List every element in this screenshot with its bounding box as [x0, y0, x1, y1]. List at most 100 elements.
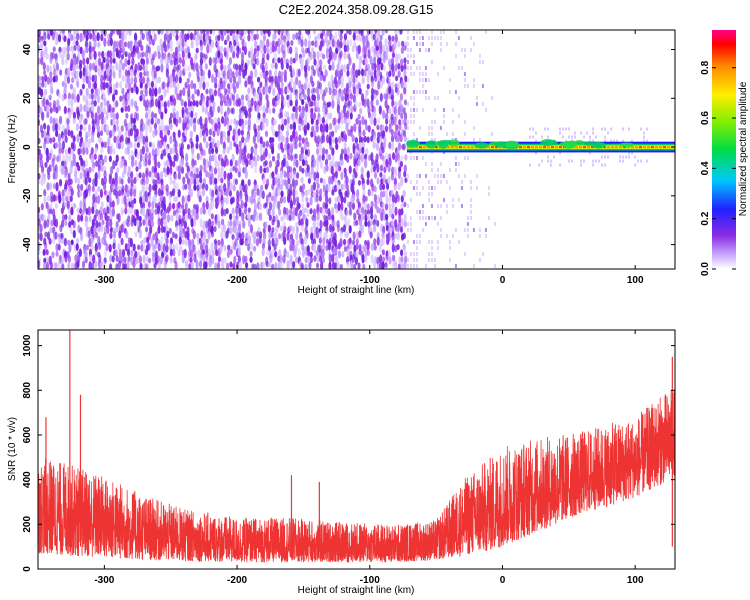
heatmap-cell	[79, 141, 83, 148]
heatmap-cell	[345, 231, 349, 238]
heatmap-cell	[144, 213, 148, 221]
heatmap-cell	[83, 202, 87, 212]
heatmap-cell	[318, 194, 322, 202]
y-tick-label: 40	[22, 44, 33, 56]
heatmap-cell	[448, 168, 451, 172]
heatmap-cell	[150, 220, 155, 228]
heatmap-cell	[126, 92, 130, 102]
heatmap-cell	[49, 76, 53, 84]
heatmap-cell	[199, 129, 203, 138]
heatmap-cell	[279, 76, 283, 83]
heatmap-cell	[454, 228, 457, 232]
heatmap-cell	[255, 33, 259, 40]
heatmap-cell	[445, 180, 448, 184]
heatmap-cell	[379, 164, 384, 172]
heatmap-cell	[401, 40, 405, 47]
heatmap-cell	[67, 239, 71, 246]
heatmap-cell	[150, 117, 154, 125]
heatmap-cell	[97, 67, 101, 77]
heatmap-cell	[289, 243, 293, 252]
heatmap-cell	[340, 159, 344, 166]
heatmap-cell	[346, 70, 350, 77]
heatmap-cell	[117, 142, 122, 150]
heatmap-cell	[409, 108, 412, 112]
heatmap-cell	[427, 48, 430, 52]
heatmap-cell	[400, 203, 404, 210]
heatmap-cell	[316, 211, 320, 221]
heatmap-cell	[309, 52, 313, 61]
heatmap-cell	[379, 190, 384, 199]
heatmap-cell	[619, 142, 635, 148]
heatmap-cell	[42, 97, 46, 107]
heatmap-cell	[334, 160, 338, 169]
heatmap-cell	[67, 172, 71, 181]
heatmap-cell	[44, 242, 48, 251]
heatmap-cell	[379, 92, 383, 102]
heatmap-cell	[398, 122, 402, 131]
heatmap-cell	[208, 146, 212, 155]
heatmap-cell	[201, 129, 206, 137]
heatmap-cell	[157, 262, 161, 269]
heatmap-cell	[141, 33, 145, 41]
heatmap-cell	[217, 220, 221, 229]
heatmap-cell	[448, 240, 451, 244]
heatmap-cell	[64, 201, 68, 208]
heatmap-cell	[250, 50, 254, 59]
heatmap-cell	[439, 216, 442, 220]
heatmap-cell	[54, 203, 58, 209]
heatmap-cell	[187, 83, 191, 90]
heatmap-cell	[451, 204, 454, 208]
heatmap-cell	[187, 170, 191, 178]
heatmap-cell	[171, 231, 176, 239]
heatmap-cell	[88, 261, 92, 269]
heatmap-cell	[375, 142, 380, 151]
heatmap-cell	[436, 204, 439, 208]
heatmap-cell	[138, 255, 142, 264]
heatmap-cell	[177, 201, 181, 209]
heatmap-cell	[144, 184, 149, 192]
heatmap-cell	[267, 239, 271, 247]
snr-line	[38, 387, 675, 563]
heatmap-cell	[374, 75, 378, 82]
heatmap-cell	[315, 220, 320, 228]
heatmap-cell	[316, 255, 320, 263]
heatmap-cell	[130, 149, 134, 156]
heatmap-cell	[424, 90, 427, 94]
heatmap-cell	[181, 231, 185, 239]
heatmap-cell	[141, 122, 146, 132]
heatmap-cell	[241, 212, 245, 222]
heatmap-cell	[384, 203, 389, 211]
heatmap-cell	[391, 166, 395, 175]
heatmap-cell	[141, 207, 146, 217]
heatmap-cell	[282, 136, 286, 142]
heatmap-cell	[235, 81, 240, 89]
heatmap-cell	[475, 96, 478, 100]
heatmap-cell	[450, 146, 454, 148]
heatmap-cell	[451, 120, 454, 124]
heatmap-cell	[466, 222, 469, 226]
heatmap-cell	[84, 177, 88, 186]
heatmap-cell	[370, 243, 375, 251]
heatmap-cell	[93, 30, 98, 35]
heatmap-cell	[51, 51, 55, 60]
heatmap-cell	[128, 82, 132, 92]
heatmap-cell	[472, 78, 475, 82]
heatmap-cell	[81, 208, 85, 216]
heatmap-cell	[309, 208, 313, 215]
heatmap-cell	[211, 73, 215, 84]
heatmap-cell	[371, 45, 375, 54]
heatmap-cell	[212, 100, 216, 108]
heatmap-cell	[57, 124, 61, 132]
heatmap-cell	[148, 219, 152, 227]
heatmap-cell	[272, 129, 276, 137]
heatmap-cell	[38, 172, 41, 180]
heatmap-cell	[354, 256, 359, 265]
heatmap-cell	[247, 212, 251, 221]
heatmap-cell	[268, 261, 272, 268]
heatmap-cell	[223, 64, 227, 72]
heatmap-cell	[282, 50, 286, 59]
heatmap-cell	[327, 183, 331, 193]
heatmap-cell	[400, 176, 404, 187]
heatmap-cell	[312, 243, 317, 253]
